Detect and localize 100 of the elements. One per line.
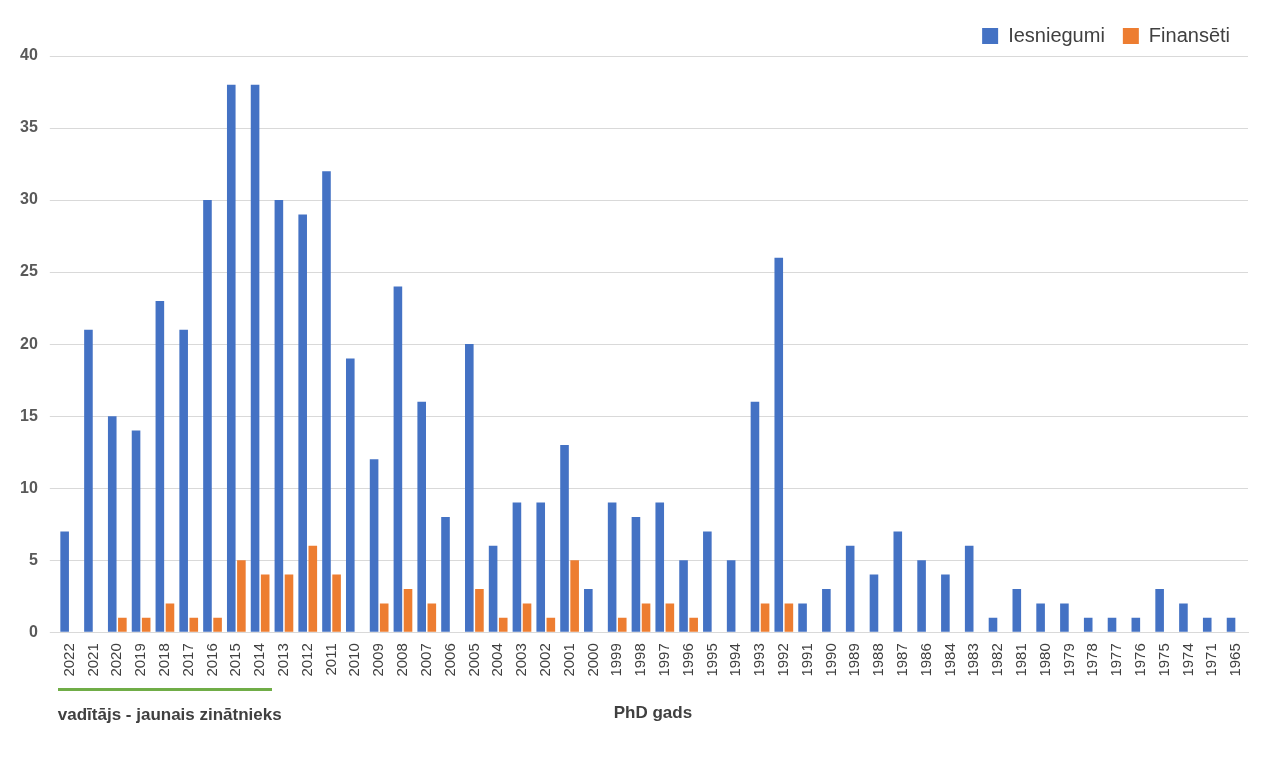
bar (760, 603, 770, 632)
x-tick-label: 2006 (440, 643, 458, 677)
bar (465, 344, 474, 632)
x-tick-label: 1974 (1178, 643, 1196, 677)
y-tick-label: 20 (20, 334, 38, 352)
bar (988, 617, 998, 632)
bar (403, 589, 413, 632)
bar (584, 589, 593, 632)
bar (141, 617, 151, 632)
bar (498, 617, 508, 632)
bar (941, 574, 950, 632)
bar (332, 574, 341, 632)
x-tick-label: 2000 (583, 643, 601, 677)
bar (665, 603, 675, 632)
bar (107, 416, 117, 632)
bar (1226, 617, 1236, 632)
x-tick-label: 2021 (83, 643, 101, 677)
bar (570, 560, 579, 632)
x-tick-label: 1991 (797, 643, 815, 677)
bar (298, 214, 307, 632)
x-tick-label: 1979 (1059, 643, 1077, 677)
bar (774, 257, 784, 632)
legend-label: Iesniegumi (1008, 23, 1105, 46)
x-tick-label: 1983 (964, 643, 982, 677)
x-tick-label: 1976 (1131, 643, 1149, 677)
bar (617, 617, 627, 632)
y-tick-label: 5 (28, 550, 38, 568)
bar (607, 502, 617, 632)
y-tick-label: 40 (20, 46, 38, 64)
x-tick-label: 1981 (1012, 643, 1029, 677)
y-tick-label: 30 (20, 190, 38, 208)
bar (131, 430, 141, 632)
bar (284, 574, 294, 632)
bar (750, 401, 760, 632)
x-tick-label: 1993 (750, 643, 768, 677)
bar (893, 531, 903, 632)
bar (1060, 603, 1069, 632)
bar (393, 286, 403, 632)
y-tick-label: 35 (20, 118, 38, 136)
x-tick-label: 1990 (821, 643, 839, 677)
bar (631, 516, 641, 632)
x-tick-label: 2008 (393, 643, 411, 677)
bar (679, 560, 688, 632)
y-tick-label: 0 (28, 622, 38, 640)
bar (60, 531, 69, 632)
bar (845, 545, 855, 632)
bar (536, 502, 546, 632)
bar (641, 603, 651, 632)
x-tick-label: 1978 (1083, 643, 1101, 677)
bar (869, 574, 879, 632)
bar (1202, 617, 1212, 632)
bar (1012, 589, 1022, 632)
bar (84, 329, 93, 632)
bar (726, 560, 736, 632)
y-tick-label: 25 (20, 262, 38, 280)
x-tick-label: 1996 (678, 643, 696, 677)
x-tick-label: 1971 (1202, 643, 1220, 677)
x-tick-label: 1997 (654, 643, 672, 677)
bar (322, 171, 331, 632)
x-tick-label: 1977 (1107, 643, 1125, 677)
x-tick-label: 2005 (464, 643, 482, 677)
text: vadītājs - jaunais zinātnieks (57, 705, 282, 725)
x-tick-label: 1987 (892, 643, 910, 677)
bar (441, 516, 450, 632)
x-tick-label: 1984 (940, 643, 958, 677)
bar (1036, 603, 1045, 632)
bar (203, 200, 212, 632)
x-tick-label: 1999 (607, 643, 625, 677)
bar (512, 502, 522, 632)
bar (689, 617, 698, 632)
x-tick-label: 2003 (512, 643, 530, 677)
x-tick-label: 2011 (321, 643, 339, 676)
bar (118, 617, 127, 632)
x-tick-label: 1994 (726, 643, 744, 677)
bar (237, 560, 246, 632)
x-tick-label: 1975 (1154, 643, 1172, 677)
bar (703, 531, 712, 632)
bar (522, 603, 532, 632)
x-tick-label: 2022 (59, 643, 77, 677)
x-tick-label: 1998 (631, 643, 649, 677)
bar (165, 603, 175, 632)
x-tick-label: 2010 (345, 643, 363, 677)
bar (260, 574, 270, 632)
x-tick-label: 2018 (155, 643, 173, 677)
y-tick-label: 10 (20, 478, 38, 496)
x-tick-label: 2009 (369, 643, 387, 677)
bar (798, 603, 807, 632)
bar (1107, 617, 1117, 632)
bar (179, 329, 188, 632)
x-tick-label: 1992 (773, 643, 791, 677)
bar (964, 545, 974, 632)
bar (274, 200, 284, 632)
x-tick-label: 2013 (274, 643, 292, 677)
bar (488, 545, 498, 632)
x-tick-label: 1980 (1035, 643, 1053, 677)
x-tick-label: 1965 (1226, 643, 1244, 677)
bar (369, 459, 379, 632)
bar (822, 589, 831, 632)
bar (213, 617, 222, 632)
x-tick-label: 2016 (202, 643, 220, 677)
